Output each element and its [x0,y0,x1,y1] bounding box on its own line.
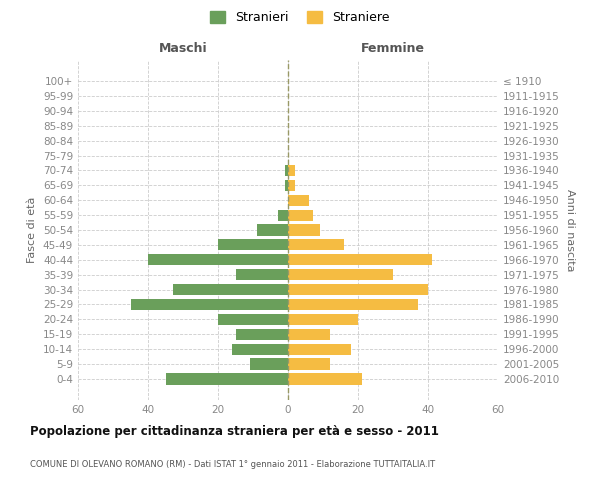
Bar [173,284,288,295]
Bar [235,328,288,340]
Bar [288,224,320,235]
Text: COMUNE DI OLEVANO ROMANO (RM) - Dati ISTAT 1° gennaio 2011 - Elaborazione TUTTAI: COMUNE DI OLEVANO ROMANO (RM) - Dati IST… [30,460,435,469]
Bar [288,314,358,325]
Bar [218,240,288,250]
Bar [288,180,295,191]
Bar [232,344,288,355]
Bar [284,180,288,191]
Bar [166,374,288,384]
Bar [288,194,309,206]
Bar [288,344,351,355]
Bar [288,358,330,370]
Bar [288,328,330,340]
Bar [218,314,288,325]
Bar [288,374,361,384]
Bar [288,240,344,250]
Bar [288,269,393,280]
Bar [288,299,418,310]
Bar [284,165,288,176]
Text: Femmine: Femmine [361,42,425,55]
Text: Maschi: Maschi [158,42,208,55]
Bar [235,269,288,280]
Bar [148,254,288,266]
Y-axis label: Anni di nascita: Anni di nascita [565,188,575,271]
Bar [130,299,288,310]
Legend: Stranieri, Straniere: Stranieri, Straniere [205,6,395,29]
Bar [250,358,288,370]
Bar [288,165,295,176]
Text: Popolazione per cittadinanza straniera per età e sesso - 2011: Popolazione per cittadinanza straniera p… [30,425,439,438]
Bar [288,210,313,220]
Y-axis label: Fasce di età: Fasce di età [28,197,37,263]
Bar [257,224,288,235]
Bar [277,210,288,220]
Bar [288,254,431,266]
Bar [288,284,428,295]
